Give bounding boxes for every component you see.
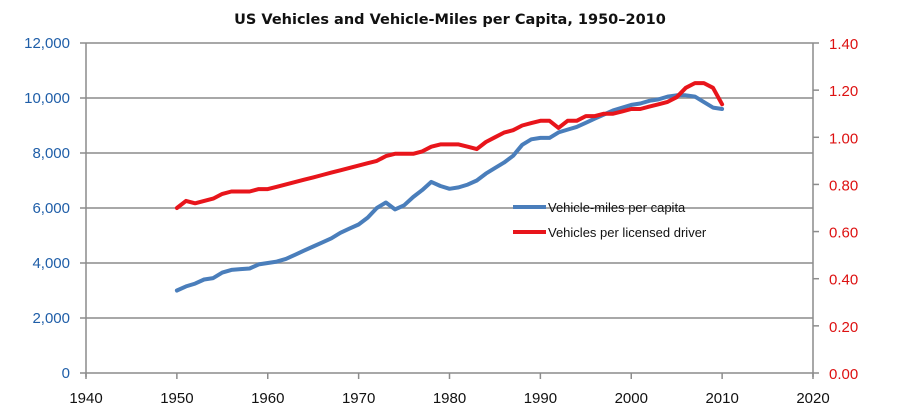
left-tick-label: 10,000: [24, 90, 70, 107]
chart-title: US Vehicles and Vehicle-Miles per Capita…: [234, 12, 666, 28]
left-tick-label: 12,000: [24, 35, 70, 52]
series-lines: [174, 81, 725, 293]
x-axis-ticks: 1940 1950 1960 1970 1980 1990 2000 2010 2020: [69, 373, 830, 407]
right-tick-label: 0.20: [829, 319, 858, 336]
right-tick-label: 1.00: [829, 130, 858, 147]
x-tick-label: 1970: [342, 390, 375, 407]
legend-label-vehicle-miles: Vehicle-miles per capita: [548, 200, 686, 215]
axes: [85, 43, 814, 377]
x-tick-label: 1940: [69, 390, 102, 407]
x-tick-label: 2010: [705, 390, 738, 407]
x-tick-label: 1960: [251, 390, 284, 407]
left-axis-ticks: 0 2,000 4,000 6,000 8,000 10,000 12,000: [24, 35, 86, 382]
series-line-vehicles-per-driver: [174, 81, 725, 210]
left-tick-label: 2,000: [32, 310, 70, 327]
x-tick-label: 2020: [796, 390, 829, 407]
x-tick-label: 2000: [615, 390, 648, 407]
right-tick-label: 0.40: [829, 272, 858, 289]
left-tick-label: 0: [62, 365, 70, 382]
legend-label-vehicles-per-driver: Vehicles per licensed driver: [548, 225, 707, 240]
left-tick-label: 8,000: [32, 145, 70, 162]
left-tick-label: 6,000: [32, 200, 70, 217]
x-tick-label: 1980: [433, 390, 466, 407]
gridlines: [86, 42, 813, 319]
x-tick-label: 1990: [524, 390, 557, 407]
right-tick-label: 1.40: [829, 36, 858, 53]
x-tick-label: 1950: [160, 390, 193, 407]
right-tick-label: 1.20: [829, 83, 858, 100]
right-tick-label: 0.80: [829, 177, 858, 194]
right-tick-label: 0.00: [829, 366, 858, 383]
right-axis-ticks: 0.00 0.20 0.40 0.60 0.80 1.00 1.20 1.40: [813, 36, 858, 383]
legend: Vehicle-miles per capita Vehicles per li…: [513, 200, 707, 240]
right-tick-label: 0.60: [829, 225, 858, 242]
left-tick-label: 4,000: [32, 255, 70, 272]
series-line-vehicle-miles: [174, 93, 725, 293]
